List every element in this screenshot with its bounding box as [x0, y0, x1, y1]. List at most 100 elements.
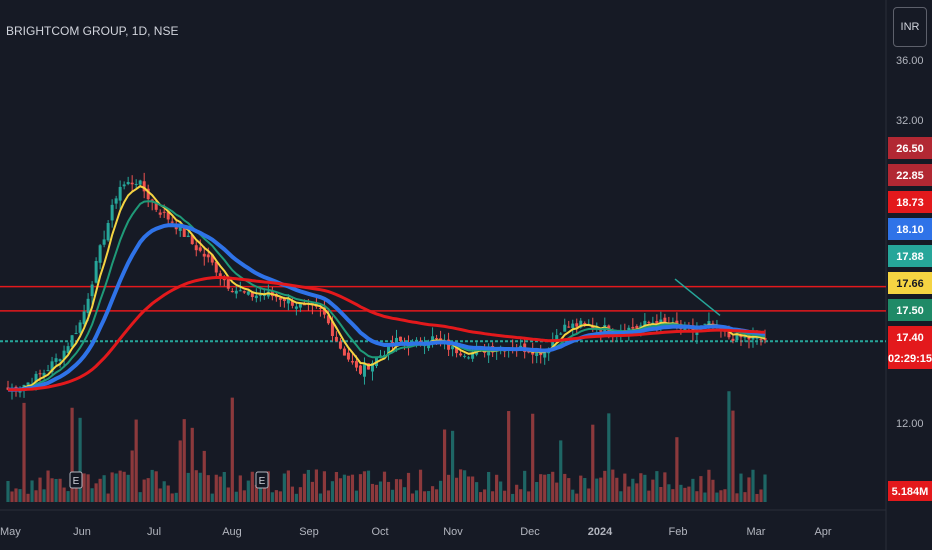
volume-bar — [14, 488, 18, 502]
candle-body — [326, 315, 330, 324]
volume-bar — [186, 472, 190, 502]
candle-body — [206, 254, 210, 258]
volume-bar — [454, 477, 459, 502]
volume-bar — [571, 489, 575, 502]
candle-body — [575, 323, 579, 327]
candle-body — [759, 339, 763, 341]
volume-bar — [434, 489, 439, 502]
volume-bar — [463, 470, 467, 502]
volume-bar — [611, 469, 615, 502]
x-tick-label: Mar — [747, 526, 766, 538]
volume-bar — [22, 402, 26, 502]
currency-button[interactable]: INR — [893, 7, 927, 47]
volume-bar — [695, 491, 699, 502]
volume-bar — [234, 491, 238, 502]
x-tick-label: Dec — [520, 526, 540, 538]
volume-bar — [30, 480, 34, 502]
candle-body — [126, 182, 130, 185]
volume-bar — [743, 492, 747, 502]
candle-body — [34, 373, 38, 383]
candle-body — [643, 320, 647, 327]
volume-bar — [146, 478, 150, 502]
candle-body — [38, 373, 42, 375]
volume-bar — [162, 481, 166, 502]
candle-body — [318, 307, 322, 309]
candle-body — [487, 348, 491, 356]
volume-bar — [58, 478, 62, 502]
grid — [0, 0, 887, 550]
volume-bar — [362, 471, 367, 502]
volume-bar — [90, 488, 94, 502]
volume-bar — [739, 473, 743, 502]
volume-bar — [26, 493, 30, 502]
candle-body — [258, 294, 262, 296]
volume-bar — [106, 493, 110, 502]
candle-body — [130, 182, 134, 185]
x-tick-label: Nov — [443, 526, 463, 538]
candle-body — [655, 321, 659, 326]
volume-bar — [366, 470, 371, 502]
candle-body — [338, 341, 342, 349]
volume-bar — [555, 482, 559, 502]
volume-bar — [667, 484, 671, 502]
candle-body — [210, 254, 214, 263]
volume-bar — [190, 427, 194, 502]
y-tick-label: 36.00 — [896, 55, 924, 67]
volume-bar — [182, 419, 186, 502]
volume-bar — [222, 471, 226, 502]
volume-bar — [214, 474, 218, 502]
price-tag — [888, 299, 932, 321]
volume-bar — [34, 490, 38, 502]
volume-bar — [543, 474, 547, 502]
price-tag — [888, 347, 932, 369]
candle-body — [579, 320, 583, 328]
volume-bar — [402, 487, 407, 502]
volume-bar — [575, 493, 579, 502]
volume-bar — [42, 489, 46, 502]
volume-bar — [491, 491, 495, 502]
volume-bar — [635, 483, 639, 502]
price-tags: 26.50 22.85 18.73 18.10 17.88 17.66 17.50 17.40… — [888, 137, 932, 501]
candle-body — [246, 291, 250, 295]
candle-body — [519, 345, 523, 348]
volume-bar — [587, 488, 591, 502]
volume-bar — [118, 470, 122, 502]
volume-bar — [727, 391, 731, 502]
volume-bar — [615, 477, 619, 502]
volume-bar — [619, 491, 623, 502]
volume-bar — [210, 493, 214, 502]
x-tick-label: Feb — [669, 526, 688, 538]
volume-bar — [410, 493, 415, 502]
volume-bar — [390, 489, 395, 502]
volume-bar — [322, 471, 327, 502]
candle-body — [555, 335, 559, 340]
volume-bar — [623, 473, 627, 502]
candle-body — [286, 298, 290, 304]
volume-bar — [535, 482, 539, 502]
volume-bar — [683, 487, 687, 502]
volume-bar — [38, 477, 42, 502]
earnings-marker-label: E — [259, 476, 266, 487]
volume-bar — [74, 483, 78, 502]
volume-bar — [262, 479, 266, 502]
volume-bar — [294, 493, 298, 502]
x-tick-label: Aug — [222, 526, 242, 538]
volume-bar — [274, 490, 278, 502]
volume-bar — [246, 480, 250, 502]
volume-bar — [142, 479, 146, 502]
volume-bar — [174, 492, 178, 502]
candle-body — [134, 183, 138, 185]
candle-body — [358, 365, 362, 374]
volume-bar — [318, 493, 323, 502]
candle-body — [58, 359, 62, 362]
candle-body — [158, 212, 162, 215]
volume-bar — [579, 475, 583, 502]
volume-bar — [603, 470, 607, 502]
volume-bar — [723, 489, 727, 502]
candle-body — [727, 330, 731, 338]
earnings-marker — [69, 471, 83, 489]
volume-bar — [378, 481, 383, 502]
earnings-marker-label: E — [73, 476, 80, 487]
volume-bar — [751, 469, 755, 502]
